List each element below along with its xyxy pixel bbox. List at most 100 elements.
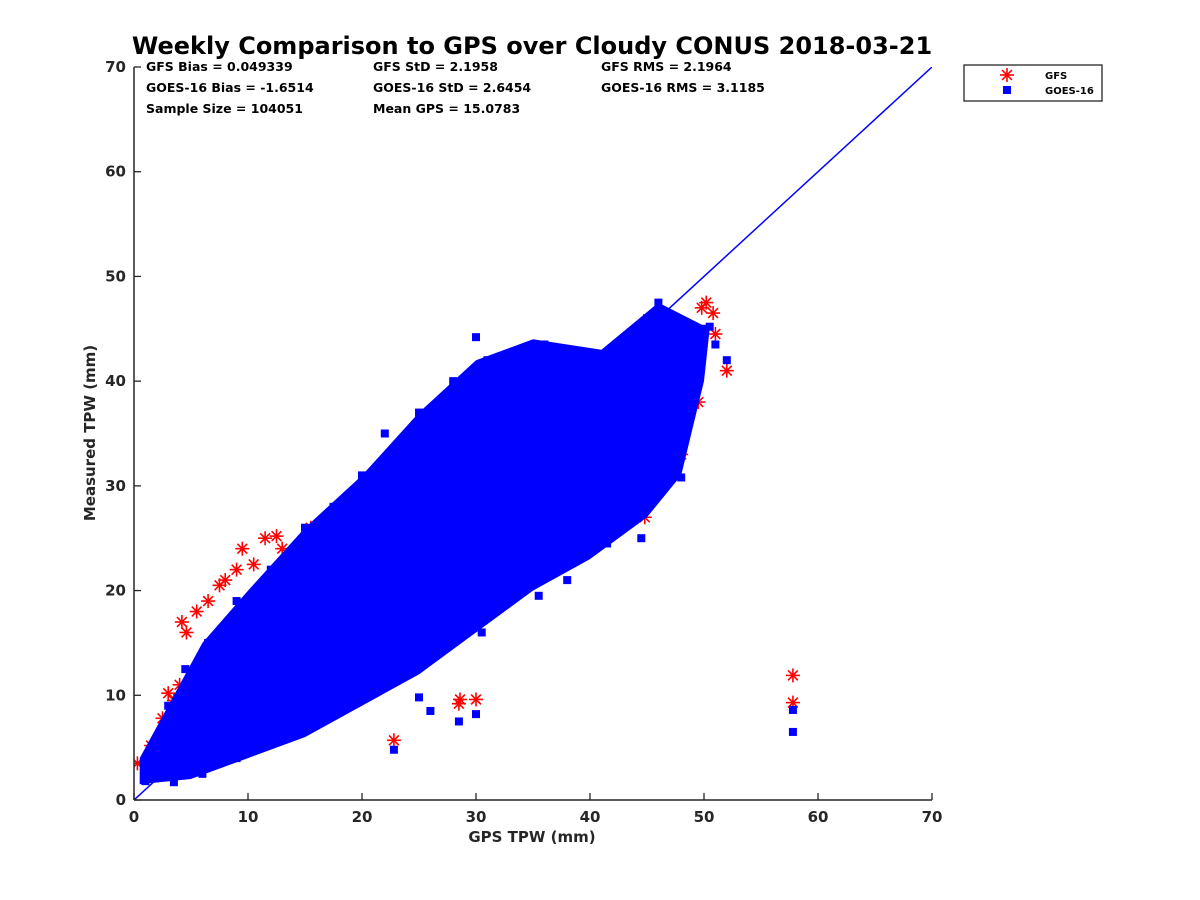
goes-16-point — [301, 651, 309, 660]
goes-16-point — [232, 703, 241, 712]
gfs-point — [386, 733, 401, 748]
stats-annotations: GFS Bias = 0.049339 GFS StD = 2.1958 GFS… — [146, 59, 765, 116]
legend-gfs-label: GFS — [1045, 71, 1067, 82]
stat-gfs-bias: GFS Bias = 0.049339 — [146, 59, 293, 74]
goes-16-point — [323, 633, 332, 642]
goes-16-point — [358, 471, 366, 480]
goes-16-point — [380, 429, 389, 438]
series-goes-16 — [139, 298, 797, 787]
goes-16-point — [232, 597, 241, 606]
goes-16-density-region — [139, 302, 710, 785]
goes-16-point — [551, 518, 560, 527]
legend: GFS GOES-16 — [963, 64, 1103, 102]
goes-16-point — [454, 717, 463, 726]
gfs-point — [246, 557, 261, 572]
goes-16-point — [335, 696, 344, 705]
goes-16-point — [449, 523, 458, 532]
y-tick-label: 20 — [105, 582, 126, 600]
stat-sample-size: Sample Size = 104051 — [146, 101, 303, 116]
x-tick-label: 0 — [129, 808, 139, 826]
goes-16-point — [346, 612, 355, 621]
legend-goes-marker — [1003, 86, 1011, 94]
goes-16-point — [415, 555, 423, 564]
goes-16-point — [415, 693, 423, 702]
gfs-point — [179, 625, 194, 640]
goes-16-point — [603, 539, 612, 548]
y-tick-label: 40 — [105, 372, 126, 390]
goes-16-point — [700, 324, 708, 333]
goes-16-point — [198, 769, 207, 778]
goes-16-point — [232, 754, 241, 763]
goes-16-point — [722, 356, 731, 365]
goes-16-point — [389, 745, 398, 754]
goes-16-point — [671, 398, 680, 407]
x-tick-label: 30 — [466, 808, 487, 826]
goes-16-point — [466, 586, 475, 595]
x-tick-label: 70 — [922, 808, 943, 826]
legend-gfs-asterisk — [1000, 68, 1014, 82]
stat-goes-bias: GOES-16 Bias = -1.6514 — [146, 80, 314, 95]
goes-16-point — [443, 455, 452, 464]
y-tick-label: 60 — [105, 163, 126, 181]
goes-16-point — [426, 706, 435, 715]
goes-16-point — [369, 680, 378, 689]
goes-16-point — [141, 777, 150, 786]
goes-16-point — [369, 597, 378, 606]
legend-goes-label: GOES-16 — [1045, 86, 1094, 97]
gfs-point — [706, 306, 721, 321]
goes-16-point — [403, 649, 412, 658]
gfs-point — [785, 668, 800, 683]
goes-16-point — [460, 513, 469, 522]
gfs-point — [189, 604, 204, 619]
goes-16-point — [586, 502, 594, 511]
gfs-point — [469, 692, 483, 707]
goes-16-point — [608, 403, 617, 412]
goes-16-point — [472, 333, 480, 342]
goes-16-point — [677, 473, 686, 482]
gfs-point — [229, 562, 244, 577]
x-tick-label: 20 — [352, 808, 373, 826]
gfs-point — [258, 531, 273, 546]
goes-16-point — [711, 340, 720, 349]
goes-16-point — [654, 298, 663, 307]
stat-goes-std: GOES-16 StD = 2.6454 — [373, 80, 531, 95]
goes-16-point — [705, 322, 714, 331]
goes-16-point — [688, 377, 697, 386]
goes-16-point — [301, 523, 309, 532]
goes-16-point — [266, 738, 275, 747]
legend-box — [963, 64, 1103, 102]
goes-16-point — [358, 605, 366, 614]
goes-16-point — [266, 565, 275, 574]
goes-16-point — [477, 628, 486, 637]
y-tick-label: 0 — [116, 791, 126, 809]
goes-16-point — [181, 665, 190, 674]
goes-16-point — [437, 633, 446, 642]
y-tick-label: 50 — [105, 267, 126, 285]
goes-16-point — [540, 340, 549, 349]
gfs-point — [719, 363, 734, 378]
goes-16-point — [483, 494, 492, 503]
legend-gfs-marker — [1000, 68, 1014, 82]
goes-16-point — [472, 502, 480, 511]
x-tick-label: 50 — [694, 808, 715, 826]
x-tick-label: 40 — [580, 808, 601, 826]
goes-16-point — [648, 429, 657, 438]
goes-16-point — [506, 539, 515, 548]
goes-16-point — [335, 623, 344, 632]
stat-mean-gps: Mean GPS = 15.0783 — [373, 101, 520, 116]
goes-16-point — [403, 565, 412, 574]
goes-16-point — [437, 534, 446, 543]
stat-gfs-rms: GFS RMS = 2.1964 — [601, 59, 732, 74]
goes-16-point — [643, 314, 651, 323]
gfs-point — [235, 541, 250, 556]
goes-16-point — [568, 377, 577, 386]
goes-16-point — [426, 544, 435, 553]
goes-16-point — [209, 720, 218, 729]
goes-16-point — [517, 471, 526, 480]
gfs-point — [201, 594, 216, 609]
goes-16-point — [483, 356, 492, 365]
goes-16-point — [494, 487, 503, 496]
goes-16-point — [597, 408, 606, 417]
goes-16-point — [637, 534, 646, 543]
